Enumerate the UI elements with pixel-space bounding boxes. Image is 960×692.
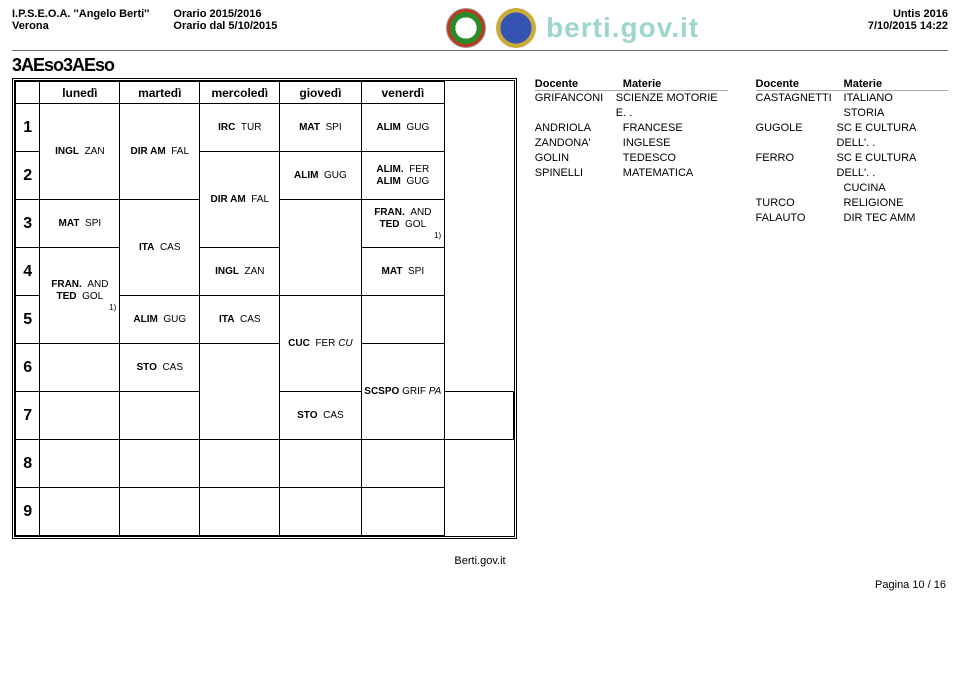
lesson-cell: FRAN. AND TED GOL 1) bbox=[40, 248, 120, 344]
legend-head-docente: Docente bbox=[756, 78, 844, 90]
empty-cell bbox=[120, 488, 200, 536]
timetable: lunedì martedì mercoledì giovedì venerdì… bbox=[12, 78, 517, 539]
orario-from: Orario dal 5/10/2015 bbox=[173, 20, 277, 32]
period-header: 8 bbox=[16, 440, 40, 488]
empty-cell bbox=[200, 344, 280, 440]
empty-cell bbox=[40, 488, 120, 536]
empty-cell bbox=[361, 296, 445, 344]
legend-row: GOLINTEDESCO bbox=[535, 151, 728, 166]
legend-row: CASTAGNETTIITALIANO bbox=[756, 91, 948, 106]
legend-row: GUGOLESC E CULTURA DELL'. . bbox=[756, 121, 948, 151]
empty-cell bbox=[280, 488, 361, 536]
period-header: 5 bbox=[16, 296, 40, 344]
day-header: martedì bbox=[120, 82, 200, 104]
legend-right: DocenteMaterie CASTAGNETTIITALIANO STORI… bbox=[756, 78, 948, 539]
period-header: 7 bbox=[16, 392, 40, 440]
empty-cell bbox=[361, 440, 445, 488]
school-seal-icon bbox=[496, 8, 536, 48]
lesson-cell: ITA CAS bbox=[120, 200, 200, 296]
domain-logo: berti.gov.it bbox=[546, 12, 699, 44]
footnote-marker: 1) bbox=[40, 303, 119, 312]
lesson-cell: ALIM. FER ALIM GUG bbox=[361, 152, 445, 200]
legend-head-materie: Materie bbox=[844, 78, 883, 90]
lesson-cell: ALIM GUG bbox=[361, 104, 445, 152]
software-name: Untis 2016 bbox=[868, 8, 948, 20]
page-header: I.P.S.E.O.A. ''Angelo Berti'' Verona Ora… bbox=[12, 8, 948, 48]
empty-cell bbox=[40, 344, 120, 392]
legend-row: FERROSC E CULTURA DELL'. . bbox=[756, 151, 948, 181]
empty-cell bbox=[200, 488, 280, 536]
footnote-marker: 1) bbox=[362, 231, 445, 240]
lesson-cell: STO CAS bbox=[120, 344, 200, 392]
empty-cell bbox=[280, 440, 361, 488]
lesson-cell: STO CAS bbox=[280, 392, 361, 440]
lesson-cell: MAT SPI bbox=[40, 200, 120, 248]
period-header: 1 bbox=[16, 104, 40, 152]
legend-row: SPINELLIMATEMATICA bbox=[535, 166, 728, 181]
empty-cell bbox=[200, 440, 280, 488]
period-header: 9 bbox=[16, 488, 40, 536]
period-header: 2 bbox=[16, 152, 40, 200]
lesson-cell: ALIM GUG bbox=[280, 152, 361, 200]
lesson-cell: INGL ZAN bbox=[200, 248, 280, 296]
class-title: 3AEso3AEso bbox=[12, 55, 948, 76]
empty-cell bbox=[120, 440, 200, 488]
legend-row: CUCINA bbox=[756, 181, 948, 196]
lesson-cell: ALIM GUG bbox=[120, 296, 200, 344]
empty-cell bbox=[445, 392, 514, 440]
legend-row: ZANDONA'INGLESE bbox=[535, 136, 728, 151]
corner-cell bbox=[16, 82, 40, 104]
legend-left: DocenteMaterie GRIFANCONISCIENZE MOTORIE… bbox=[535, 78, 728, 539]
legend-head-docente: Docente bbox=[535, 78, 623, 90]
footer-domain: Berti.gov.it bbox=[12, 555, 948, 567]
legend-head-materie: Materie bbox=[623, 78, 662, 90]
lesson-cell: ITA CAS bbox=[200, 296, 280, 344]
orario-year: Orario 2015/2016 bbox=[173, 8, 277, 20]
day-header: mercoledì bbox=[200, 82, 280, 104]
lesson-cell: CUC FER CU bbox=[280, 296, 361, 392]
lesson-cell: MAT SPI bbox=[361, 248, 445, 296]
legend-row: TURCORELIGIONE bbox=[756, 196, 948, 211]
header-rule bbox=[12, 50, 948, 51]
empty-cell bbox=[280, 200, 361, 296]
page-number: Pagina 10 / 16 bbox=[875, 579, 946, 591]
day-header: giovedì bbox=[280, 82, 361, 104]
legend: DocenteMaterie GRIFANCONISCIENZE MOTORIE… bbox=[535, 78, 948, 539]
lesson-cell: DIR AM FAL bbox=[200, 152, 280, 248]
period-header: 4 bbox=[16, 248, 40, 296]
school-name: I.P.S.E.O.A. ''Angelo Berti'' bbox=[12, 8, 149, 20]
empty-cell bbox=[120, 392, 200, 440]
school-city: Verona bbox=[12, 20, 149, 32]
lesson-cell: SCSPO GRIF PA bbox=[361, 344, 445, 440]
state-emblem-icon bbox=[446, 8, 486, 48]
lesson-cell: IRC TUR bbox=[200, 104, 280, 152]
empty-cell bbox=[361, 488, 445, 536]
day-header: lunedì bbox=[40, 82, 120, 104]
generated-timestamp: 7/10/2015 14:22 bbox=[868, 20, 948, 32]
empty-cell bbox=[40, 392, 120, 440]
lesson-cell: INGL ZAN bbox=[40, 104, 120, 200]
lesson-cell: FRAN. AND TED GOL 1) bbox=[361, 200, 445, 248]
day-header: venerdì bbox=[361, 82, 445, 104]
legend-row: FALAUTODIR TEC AMM bbox=[756, 211, 948, 226]
legend-row: STORIA bbox=[756, 106, 948, 121]
lesson-cell: DIR AM FAL bbox=[120, 104, 200, 200]
period-header: 6 bbox=[16, 344, 40, 392]
legend-row: ANDRIOLAFRANCESE bbox=[535, 121, 728, 136]
legend-row: GRIFANCONISCIENZE MOTORIE E. . bbox=[535, 91, 728, 121]
lesson-cell: MAT SPI bbox=[280, 104, 361, 152]
period-header: 3 bbox=[16, 200, 40, 248]
empty-cell bbox=[40, 440, 120, 488]
